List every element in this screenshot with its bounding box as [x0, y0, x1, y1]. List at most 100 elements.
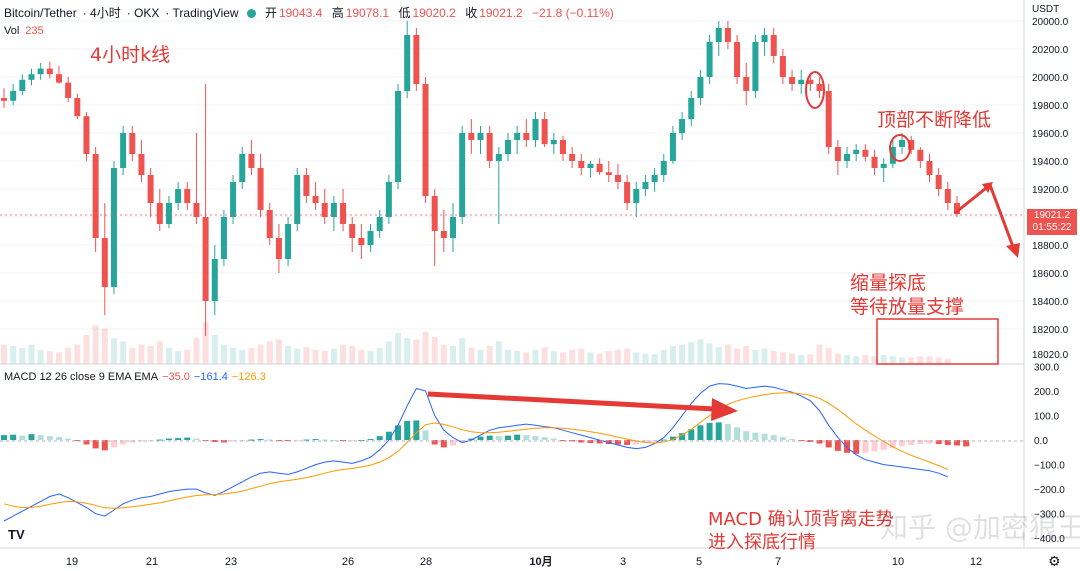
- candle-body: [330, 203, 337, 217]
- histogram-bar: [486, 435, 493, 441]
- volume-bar: [303, 347, 310, 364]
- candle-body: [65, 82, 72, 98]
- candle-body: [880, 163, 887, 168]
- volume-bar: [459, 338, 466, 364]
- candle-body: [285, 224, 292, 259]
- volume-bar: [532, 349, 539, 364]
- volume-bar: [779, 352, 786, 364]
- volume-bar: [752, 349, 759, 364]
- macd-legend[interactable]: MACD 12 26 close 9 EMA EMA −35.0 −161.4 −12…: [4, 371, 266, 383]
- candle-body: [743, 77, 750, 91]
- histogram-bar: [789, 439, 796, 441]
- exchange: OKX: [134, 6, 160, 20]
- candle-body: [468, 133, 475, 140]
- volume-bar: [770, 351, 777, 364]
- volume-bar: [880, 354, 887, 364]
- candle-body: [10, 91, 17, 101]
- interval[interactable]: 4小时: [90, 6, 121, 20]
- volume-label: Vol: [4, 25, 20, 37]
- tradingview-logo-icon[interactable]: TV: [8, 527, 25, 542]
- volume-bar: [358, 349, 365, 364]
- candle-body: [101, 238, 108, 287]
- volume-bar: [230, 347, 237, 364]
- gear-icon[interactable]: ⚙: [1048, 553, 1061, 569]
- histogram-bar: [514, 434, 521, 441]
- histogram-bar: [963, 440, 970, 447]
- volume-bar: [10, 345, 17, 364]
- candle-body: [541, 119, 548, 145]
- time-axis[interactable]: 19 21 23 26 28 10月 3 5 7 10 12: [66, 555, 982, 568]
- date-tick: 19: [66, 556, 78, 568]
- histogram-bar: [770, 435, 777, 441]
- histogram-bar: [669, 436, 676, 441]
- candle-body: [74, 98, 81, 117]
- date-tick: 12: [970, 556, 982, 568]
- date-tick: 10: [892, 556, 904, 568]
- volume-bar: [376, 347, 383, 364]
- candle-body: [450, 217, 457, 238]
- candle-body: [532, 119, 539, 140]
- macd-tick: 0.0: [1034, 436, 1048, 447]
- volume-bar: [239, 349, 246, 364]
- last-price-tag: 19021.2 01:55:22: [1027, 209, 1077, 235]
- date-tick: 7: [775, 556, 781, 568]
- volume-bar: [816, 344, 823, 364]
- candle-body: [825, 91, 832, 147]
- candle-body: [816, 84, 823, 91]
- histogram-bar: [257, 439, 264, 441]
- volume-bar: [853, 356, 860, 364]
- histogram-bar: [532, 436, 539, 441]
- volume-bar: [917, 356, 924, 364]
- histogram-bar: [92, 440, 99, 449]
- volume-bar: [587, 352, 594, 364]
- volume-legend[interactable]: Vol 235: [4, 25, 44, 37]
- histogram-bar: [248, 439, 255, 441]
- histogram-bar: [743, 431, 750, 441]
- candle-body: [724, 28, 731, 42]
- close-value: 19021.2: [479, 6, 523, 20]
- currency-selector[interactable]: USDT: [1032, 4, 1060, 15]
- price-grid: [0, 20, 1024, 330]
- macd-value: −35.0: [162, 371, 190, 383]
- histogram-bar: [679, 433, 686, 441]
- histogram-bar: [376, 436, 383, 441]
- histogram-bar: [294, 440, 301, 442]
- divergence-arrow: [427, 391, 716, 412]
- candle-body: [899, 140, 906, 147]
- histogram-bar: [413, 420, 420, 441]
- candle-body: [605, 172, 612, 175]
- candle-body: [440, 231, 447, 238]
- candle-body: [871, 156, 878, 168]
- histogram-bar: [422, 430, 429, 441]
- histogram-bar: [395, 425, 402, 441]
- candle-body: [559, 140, 566, 154]
- volume-bar: [92, 325, 99, 364]
- histogram-bar: [706, 422, 713, 441]
- price-axis[interactable]: 20000.0 20200.0 20000.0 19800.0 19600.0 19400…: [1032, 17, 1069, 361]
- volume-bar: [514, 351, 521, 364]
- symbol-name[interactable]: Bitcoin/Tether: [4, 6, 77, 20]
- candle-body: [28, 74, 35, 80]
- candle-body: [862, 149, 869, 157]
- histogram-bar: [120, 440, 127, 445]
- price-tick: 19200.0: [1032, 185, 1069, 196]
- candle-body: [312, 196, 319, 203]
- price-tick: 20000.0: [1032, 17, 1069, 28]
- volume-bar: [184, 349, 191, 364]
- volume-bar: [908, 357, 915, 364]
- volume-bar: [926, 356, 933, 364]
- volume-bar: [19, 347, 26, 364]
- annotation-shrink-1: 缩量探底: [850, 272, 927, 294]
- annotation-title: 4小时k线: [90, 44, 171, 66]
- candle-body: [789, 77, 796, 84]
- open-label: 开: [264, 6, 277, 20]
- candle-body: [294, 175, 301, 224]
- volume-bar: [651, 354, 658, 364]
- candle-body: [679, 119, 686, 133]
- candle-body: [459, 133, 466, 217]
- volume-bar: [138, 344, 145, 364]
- candle-body: [550, 140, 557, 145]
- volume-bar: [83, 334, 90, 364]
